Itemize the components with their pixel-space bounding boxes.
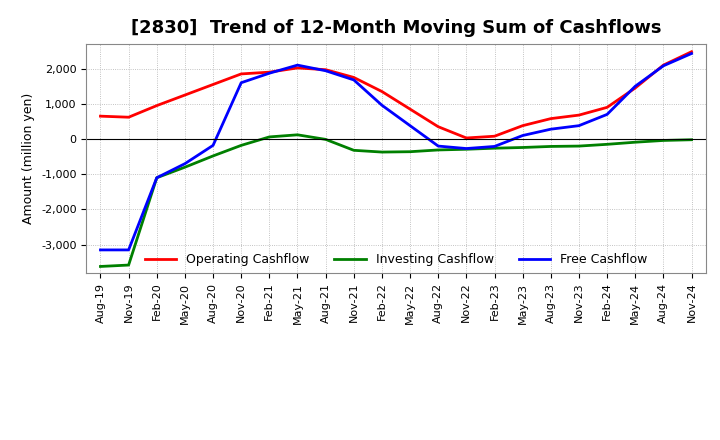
Investing Cashflow	[518, 145, 527, 150]
Free Cashflow	[125, 247, 133, 253]
Operating Cashflow	[406, 106, 415, 112]
Investing Cashflow	[209, 153, 217, 158]
Investing Cashflow	[181, 165, 189, 170]
Investing Cashflow	[490, 146, 499, 151]
Operating Cashflow	[434, 124, 443, 129]
Operating Cashflow	[293, 65, 302, 70]
Free Cashflow	[575, 123, 583, 128]
Investing Cashflow	[462, 147, 471, 152]
Free Cashflow	[462, 146, 471, 151]
Line: Investing Cashflow: Investing Cashflow	[101, 135, 691, 267]
Operating Cashflow	[209, 82, 217, 87]
Investing Cashflow	[659, 138, 667, 143]
Investing Cashflow	[687, 137, 696, 143]
Free Cashflow	[406, 123, 415, 128]
Free Cashflow	[631, 84, 639, 89]
Operating Cashflow	[349, 75, 358, 80]
Operating Cashflow	[575, 113, 583, 118]
Free Cashflow	[659, 63, 667, 69]
Free Cashflow	[349, 77, 358, 83]
Operating Cashflow	[687, 49, 696, 55]
Operating Cashflow	[490, 134, 499, 139]
Operating Cashflow	[659, 62, 667, 68]
Investing Cashflow	[406, 149, 415, 154]
Operating Cashflow	[96, 114, 105, 119]
Free Cashflow	[490, 144, 499, 149]
Investing Cashflow	[434, 147, 443, 153]
Investing Cashflow	[377, 150, 386, 155]
Investing Cashflow	[321, 137, 330, 142]
Free Cashflow	[687, 51, 696, 56]
Investing Cashflow	[125, 262, 133, 268]
Free Cashflow	[321, 68, 330, 73]
Free Cashflow	[377, 103, 386, 108]
Operating Cashflow	[518, 123, 527, 128]
Operating Cashflow	[321, 67, 330, 72]
Operating Cashflow	[462, 136, 471, 141]
Investing Cashflow	[603, 142, 611, 147]
Operating Cashflow	[546, 116, 555, 121]
Y-axis label: Amount (million yen): Amount (million yen)	[22, 93, 35, 224]
Operating Cashflow	[125, 114, 133, 120]
Line: Free Cashflow: Free Cashflow	[101, 54, 691, 250]
Investing Cashflow	[96, 264, 105, 269]
Free Cashflow	[96, 247, 105, 253]
Investing Cashflow	[237, 143, 246, 148]
Free Cashflow	[434, 143, 443, 149]
Free Cashflow	[153, 175, 161, 180]
Investing Cashflow	[293, 132, 302, 137]
Operating Cashflow	[603, 105, 611, 110]
Free Cashflow	[293, 62, 302, 68]
Free Cashflow	[181, 161, 189, 166]
Operating Cashflow	[237, 71, 246, 77]
Investing Cashflow	[153, 175, 161, 180]
Investing Cashflow	[631, 139, 639, 145]
Operating Cashflow	[631, 85, 639, 91]
Operating Cashflow	[153, 103, 161, 108]
Line: Operating Cashflow: Operating Cashflow	[101, 52, 691, 138]
Free Cashflow	[546, 127, 555, 132]
Title: [2830]  Trend of 12-Month Moving Sum of Cashflows: [2830] Trend of 12-Month Moving Sum of C…	[131, 19, 661, 37]
Free Cashflow	[603, 112, 611, 117]
Operating Cashflow	[181, 92, 189, 98]
Operating Cashflow	[265, 70, 274, 75]
Legend: Operating Cashflow, Investing Cashflow, Free Cashflow: Operating Cashflow, Investing Cashflow, …	[140, 248, 652, 271]
Investing Cashflow	[349, 148, 358, 153]
Operating Cashflow	[377, 89, 386, 94]
Free Cashflow	[209, 143, 217, 148]
Investing Cashflow	[575, 143, 583, 149]
Investing Cashflow	[265, 134, 274, 139]
Investing Cashflow	[546, 144, 555, 149]
Free Cashflow	[265, 70, 274, 76]
Free Cashflow	[237, 80, 246, 85]
Free Cashflow	[518, 133, 527, 138]
